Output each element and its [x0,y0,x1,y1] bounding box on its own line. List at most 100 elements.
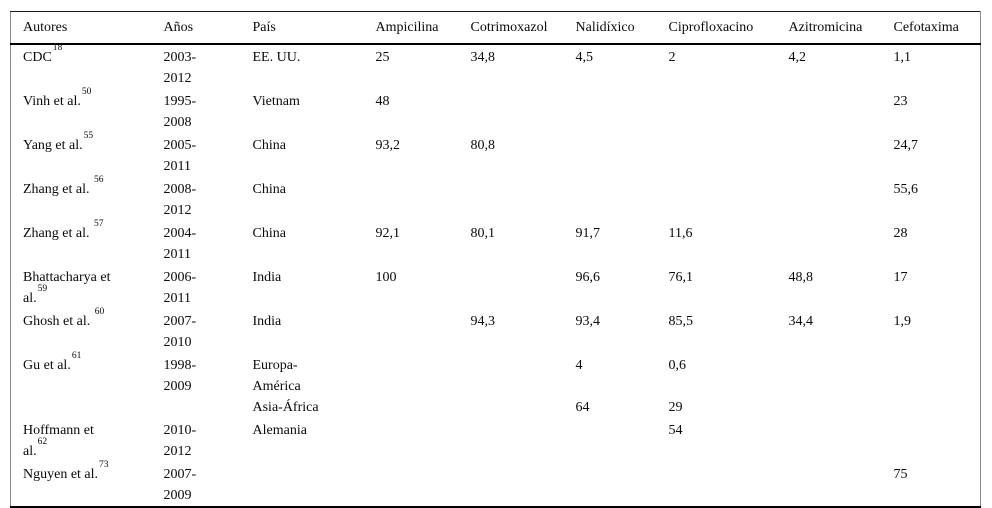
years-line: 2004- [163,226,197,241]
country-line: EE. UU. [252,50,301,65]
cell-nalidixico: 91,7 [564,221,657,265]
years-line: 2010- [163,423,197,438]
cell-ampicilina [364,353,459,418]
column-header-pais: País [240,11,364,45]
resistance-value: 4,2 [788,50,807,65]
author-line: al.62 [23,438,152,462]
cell-autores: Bhattacharya et al.59 [11,265,152,309]
reference-superscript: 59 [37,284,48,295]
cell-azitromicina: 4,2 [777,44,882,89]
cell-pais: China [241,133,364,177]
author-text: Ghosh et al. [23,314,94,329]
reference-superscript: 55 [83,131,94,142]
resistance-value: 48 [375,94,390,109]
cell-autores: Hoffmann et al.62 [11,418,152,462]
resistance-value: 34,4 [788,314,814,329]
cell-autores: CDC18 [11,44,152,89]
years-line: 2011 [163,159,191,174]
reference-superscript: 73 [99,460,109,471]
cell-anos: 2007- 2009 [152,462,241,507]
years-line: 2005- [163,138,197,153]
cell-cefotaxima: 1,9 [882,309,981,353]
country-line: China [252,138,286,153]
resistance-value: 94,3 [470,314,496,329]
cell-ciprofloxacino [657,133,777,177]
resistance-value [576,376,657,397]
resistance-value: 2 [668,50,676,65]
header-row: Autores Años País Ampicilina Cotrimoxazo… [10,11,981,45]
cell-ampicilina [364,462,459,507]
years-line: 2009 [163,488,192,503]
cell-pais: China [241,221,364,265]
cell-cefotaxima: 28 [882,221,981,265]
country-line: China [252,182,286,197]
cell-nalidixico [564,133,657,177]
author-line: Gu et al.61 [23,352,152,376]
author-text: Gu et al. [23,358,71,373]
cell-anos: 2003- 2012 [152,44,241,89]
cell-cefotaxima: 17 [882,265,981,309]
cell-cotrimoxazol [459,177,564,221]
country-line: India [252,270,282,285]
years-line: 2009 [163,379,192,394]
resistance-value [669,376,777,397]
reference-superscript: 60 [94,307,105,318]
table-row: Gu et al.61 1998- 2009 Europa- América Asia-Á… [11,352,981,418]
years-line: 2006- [163,270,197,285]
cell-autores: Vinh et al.50 [11,88,152,133]
table-row: Yang et al.55 2005- 2011 China 93,2 80,8 24,7 [11,131,981,177]
years-line: 1995- [163,94,197,109]
author-line: CDC18 [23,44,152,68]
cell-cefotaxima [882,353,981,418]
cell-anos: 2005- 2011 [152,133,241,177]
cell-cotrimoxazol: 34,8 [459,44,564,89]
author-line: Zhang et al. 56 [23,176,152,200]
country-line: China [252,226,286,241]
resistance-value: 17 [893,270,908,285]
resistance-value: 34,8 [470,50,496,65]
reference-superscript: 57 [93,219,104,230]
cell-anos: 2006- 2011 [152,265,241,309]
author-text: al. [23,444,37,459]
author-text: Vinh et al. [23,94,81,109]
column-header-ciprofloxacino: Ciprofloxacino [656,11,777,45]
cell-autores: Gu et al.61 [11,352,152,418]
cell-nalidixico: 4 64 [564,353,657,418]
cell-autores: Zhang et al. 57 [11,219,152,265]
resistance-value: 4,5 [575,50,594,65]
cell-cefotaxima: 75 [882,462,981,507]
resistance-value: 48,8 [788,270,814,285]
cell-ciprofloxacino [657,462,777,507]
reference-superscript: 18 [52,43,63,54]
resistance-value: 92,1 [375,226,401,241]
resistance-value: 0,6 [668,358,687,373]
author-text: Bhattacharya et [23,270,111,285]
resistance-value: 55,6 [893,182,919,197]
cell-ciprofloxacino: 76,1 [657,265,777,309]
author-line: Ghosh et al. 60 [23,308,152,332]
country-line: América [252,379,301,394]
resistance-value: 25 [375,50,390,65]
column-header-autores: Autores [10,11,152,45]
resistance-value: 11,6 [668,226,693,241]
resistance-value: 4 [575,358,583,373]
years-line: 2012 [163,444,192,459]
table-row: Ghosh et al. 60 2007- 2010 India 94,3 93,4 85,… [11,308,981,353]
cell-autores: Yang et al.55 [11,131,152,177]
country-line: Asia-África [252,400,319,415]
cell-azitromicina [777,462,882,507]
cell-cotrimoxazol [459,265,564,309]
antibiotic-resistance-table: Autores Años País Ampicilina Cotrimoxazo… [10,11,981,508]
cell-pais [241,462,364,507]
cell-ciprofloxacino [657,89,777,133]
resistance-value: 93,4 [575,314,601,329]
years-line: 2011 [163,247,191,262]
author-line: Nguyen et al.73 [23,461,152,485]
table-row: Bhattacharya et al.59 2006- 2011 India 100 96,… [11,265,981,309]
cell-ampicilina [364,309,459,353]
table-row: Nguyen et al.73 2007- 2009 75 [11,461,981,507]
cell-cefotaxima: 23 [882,89,981,133]
cell-anos: 1998- 2009 [152,353,241,418]
cell-ciprofloxacino [657,177,777,221]
cell-pais: China [241,177,364,221]
